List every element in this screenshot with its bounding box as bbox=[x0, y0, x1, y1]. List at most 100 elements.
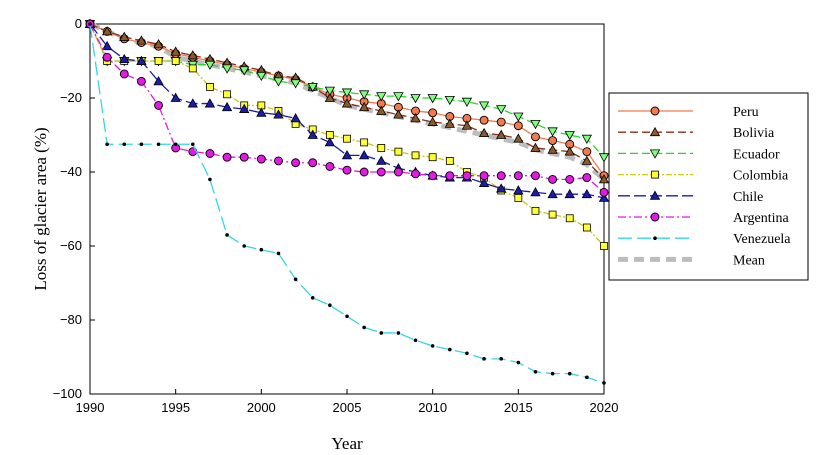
chile-point bbox=[187, 98, 198, 108]
venezuela-point bbox=[345, 314, 349, 319]
x-tick-label: 1990 bbox=[76, 400, 105, 415]
argentina-point bbox=[462, 171, 472, 181]
venezuela-point bbox=[567, 371, 572, 376]
chile-point bbox=[221, 101, 233, 112]
venezuela-point bbox=[191, 142, 195, 147]
colombia-point bbox=[223, 90, 231, 99]
bolivia-point bbox=[393, 109, 404, 119]
legend-label: Peru bbox=[733, 105, 759, 120]
bolivia-point bbox=[187, 50, 198, 60]
ecuador-point bbox=[547, 127, 558, 137]
legend-marker bbox=[650, 212, 660, 222]
argentina-point bbox=[496, 171, 506, 181]
colombia-point bbox=[206, 83, 214, 91]
legend-marker bbox=[649, 149, 661, 159]
colombia-point bbox=[394, 147, 403, 156]
colombia-point bbox=[428, 153, 437, 162]
peru-point bbox=[513, 121, 523, 131]
chile-point bbox=[513, 185, 524, 195]
chile-point bbox=[256, 107, 267, 117]
legend-box bbox=[608, 92, 809, 281]
y-tick-label: −40 bbox=[60, 164, 82, 179]
legend-label: Argentina bbox=[733, 211, 790, 226]
venezuela-point bbox=[516, 360, 521, 365]
colombia-point bbox=[171, 57, 180, 65]
x-tick-label: 2010 bbox=[418, 400, 447, 415]
series-bolivia bbox=[84, 18, 610, 184]
bolivia-point bbox=[530, 142, 541, 152]
colombia-point bbox=[360, 138, 369, 147]
bolivia-point bbox=[427, 116, 438, 126]
ecuador-point bbox=[221, 64, 233, 74]
argentina-point bbox=[428, 171, 438, 181]
chile-point bbox=[547, 188, 558, 199]
ecuador-point bbox=[427, 94, 438, 104]
argentina-point bbox=[599, 187, 609, 197]
x-tick-label: 1995 bbox=[161, 400, 190, 415]
legend-item-ecuador: Ecuador bbox=[618, 147, 780, 162]
venezuela-point bbox=[225, 233, 229, 237]
ecuador-point bbox=[341, 88, 353, 98]
colombia-point bbox=[377, 144, 386, 152]
argentina-point bbox=[274, 156, 283, 166]
y-axis-title: Loss of glacier area (%) bbox=[31, 127, 50, 290]
venezuela-line bbox=[89, 23, 605, 384]
ecuador-point bbox=[358, 90, 370, 100]
venezuela-point bbox=[602, 381, 606, 385]
x-tick-label: 2020 bbox=[590, 400, 619, 415]
legend-marker bbox=[651, 170, 659, 179]
bolivia-point bbox=[564, 146, 575, 156]
plot-area bbox=[89, 23, 605, 395]
ecuador-point bbox=[239, 66, 250, 76]
peru-point bbox=[428, 108, 438, 118]
chile-point bbox=[478, 177, 490, 188]
argentina-point bbox=[548, 174, 558, 184]
argentina-point bbox=[531, 171, 540, 181]
venezuela-point bbox=[208, 177, 212, 182]
y-tick-label: −100 bbox=[53, 386, 82, 401]
x-tick-label: 2005 bbox=[333, 400, 362, 415]
colombia-point bbox=[548, 210, 557, 219]
ecuador-point bbox=[204, 60, 216, 71]
argentina-point bbox=[479, 171, 489, 181]
venezuela-point bbox=[88, 22, 92, 26]
peru-point bbox=[548, 136, 558, 146]
chile-point bbox=[290, 113, 301, 123]
peru-point bbox=[496, 117, 506, 127]
bolivia-point bbox=[513, 133, 524, 143]
argentina-point bbox=[359, 167, 369, 177]
bolivia-point bbox=[444, 118, 455, 128]
argentina-point bbox=[513, 171, 523, 181]
axis-ticks: 1990 1995 2000 2005 2010 2015 2020 0 −20 −40 −60 −8… bbox=[53, 16, 619, 415]
x-tick-label: 2000 bbox=[247, 400, 276, 415]
chile-point bbox=[273, 109, 284, 119]
ecuador-point bbox=[410, 94, 421, 104]
venezuela-point bbox=[585, 375, 589, 380]
chile-point bbox=[598, 192, 610, 202]
colombia-point bbox=[188, 64, 197, 73]
colombia-point bbox=[531, 206, 540, 215]
ecuador-point bbox=[461, 97, 473, 108]
legend-marker bbox=[649, 126, 661, 137]
bolivia-point bbox=[341, 98, 353, 108]
legend-label: Venezuela bbox=[733, 232, 791, 247]
legend-marker bbox=[653, 236, 657, 240]
venezuela-point bbox=[293, 277, 298, 282]
colombia-point bbox=[445, 156, 454, 165]
venezuela-point bbox=[310, 296, 315, 300]
bolivia-point bbox=[478, 127, 490, 138]
argentina-point bbox=[119, 69, 129, 79]
argentina-point bbox=[411, 169, 420, 179]
venezuela-point bbox=[122, 142, 127, 147]
venezuela-point bbox=[173, 142, 178, 147]
bolivia-point bbox=[461, 120, 473, 130]
ecuador-point bbox=[290, 79, 301, 89]
legend-item-peru: Peru bbox=[618, 105, 759, 120]
argentina-point bbox=[102, 52, 112, 62]
bolivia-point bbox=[581, 155, 593, 165]
venezuela-point bbox=[105, 142, 109, 147]
ecuador-point bbox=[530, 120, 541, 130]
argentina-point bbox=[205, 149, 215, 158]
legend-item-argentina: Argentina bbox=[618, 211, 790, 226]
chile-point bbox=[324, 137, 336, 147]
